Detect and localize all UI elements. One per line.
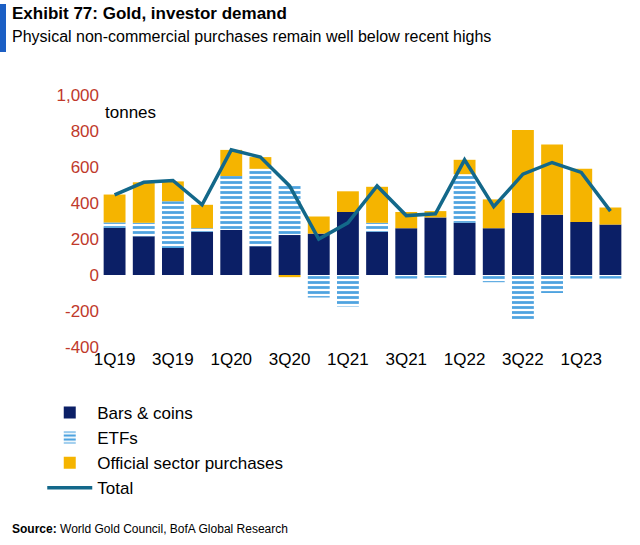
svg-text:3Q19: 3Q19: [152, 350, 194, 369]
svg-text:3Q21: 3Q21: [385, 350, 427, 369]
svg-text:Total: Total: [97, 479, 133, 498]
svg-text:200: 200: [71, 230, 99, 249]
svg-text:3Q20: 3Q20: [269, 350, 311, 369]
svg-text:tonnes: tonnes: [105, 103, 156, 122]
svg-text:3Q22: 3Q22: [502, 350, 544, 369]
html-text:Source: World Gold Council, Bo: Source: World Gold Council, BofA Global …: [12, 522, 288, 536]
svg-text:1Q19: 1Q19: [94, 350, 136, 369]
svg-text:400: 400: [71, 194, 99, 213]
svg-text:1Q21: 1Q21: [327, 350, 369, 369]
svg-text:-400: -400: [65, 338, 99, 357]
html-text:Exhibit 77: Gold, investor dem: Exhibit 77: Gold, investor demand: [12, 4, 287, 23]
svg-text:ETFs: ETFs: [97, 429, 138, 448]
svg-text:600: 600: [71, 158, 99, 177]
svg-text:Bars & coins: Bars & coins: [97, 404, 192, 423]
svg-text:-200: -200: [65, 302, 99, 321]
svg-text:1Q22: 1Q22: [444, 350, 486, 369]
svg-text:1Q23: 1Q23: [560, 350, 602, 369]
svg-text:1,000: 1,000: [56, 86, 99, 105]
svg-text:800: 800: [71, 122, 99, 141]
svg-text:1Q20: 1Q20: [210, 350, 252, 369]
html-text:Physical non-commercial purcha: Physical non-commercial purchases remain…: [12, 28, 492, 45]
svg-text:Official sector purchases: Official sector purchases: [97, 454, 283, 473]
svg-text:0: 0: [90, 266, 99, 285]
